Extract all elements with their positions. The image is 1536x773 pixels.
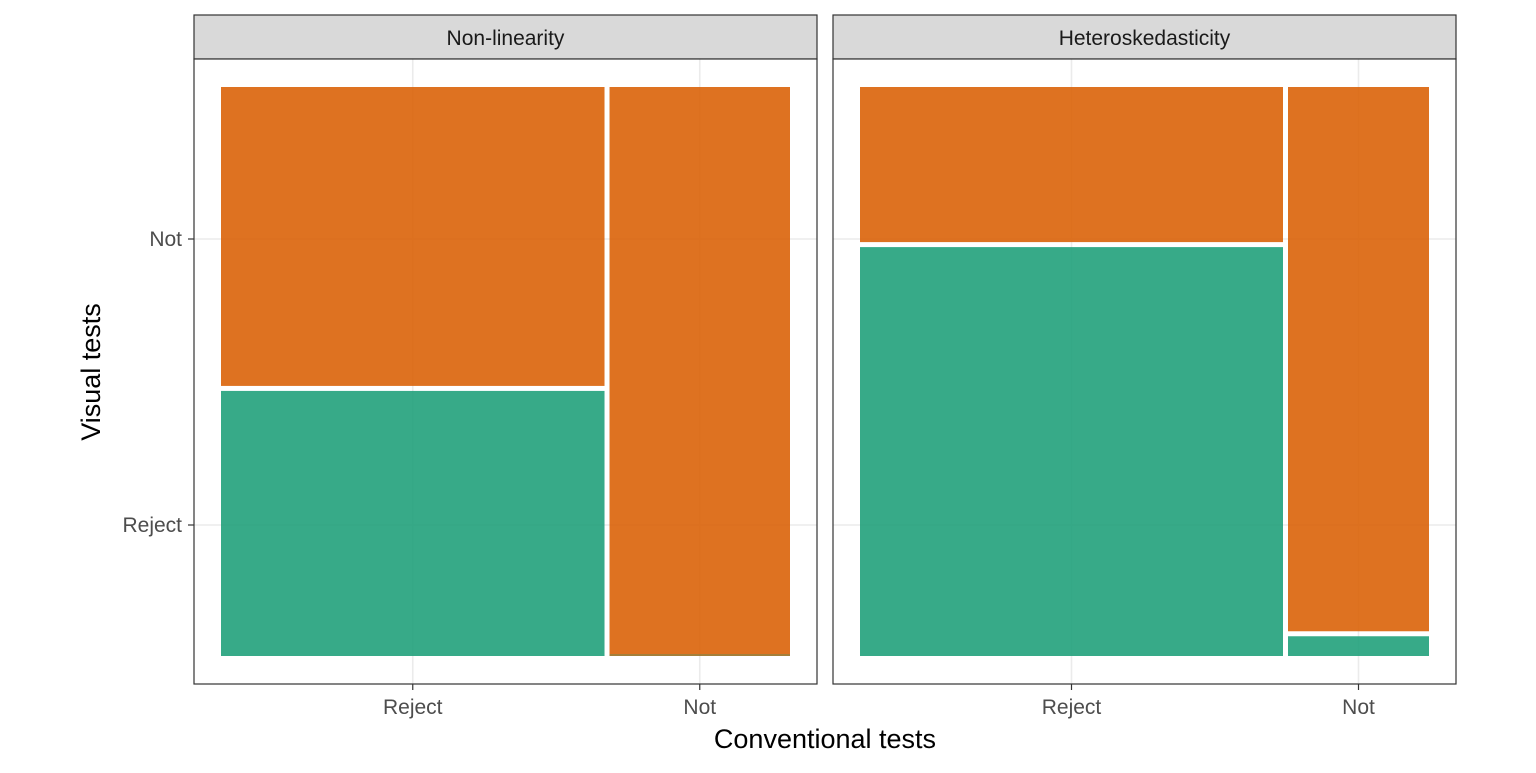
panel-title: Non-linearity xyxy=(447,27,565,50)
tile-not-not xyxy=(609,87,790,656)
panel-border xyxy=(193,58,818,685)
panel-strip xyxy=(832,14,1457,60)
tile-reject-reject xyxy=(860,247,1283,656)
x-tick-label: Not xyxy=(683,696,716,719)
panel-2: Heteroskedasticity Reject Not xyxy=(832,14,1457,719)
x-tick-label: Reject xyxy=(383,696,443,719)
x-tick-label: Reject xyxy=(1042,696,1102,719)
x-tick-label: Not xyxy=(1342,696,1375,719)
panel-1: Non-linearity Reject Not xyxy=(193,14,818,719)
panel-strip xyxy=(193,14,818,60)
panel-title: Heteroskedasticity xyxy=(1059,27,1231,50)
y-axis-title: Visual tests xyxy=(76,303,106,441)
y-tick-label: Reject xyxy=(122,514,182,537)
tile-reject-not xyxy=(221,87,605,386)
x-axis-title: Conventional tests xyxy=(714,724,936,754)
tile-not-not xyxy=(1288,87,1429,632)
tile-not-reject xyxy=(1288,636,1429,656)
tile-reject-reject xyxy=(221,390,605,656)
y-tick-label: Not xyxy=(149,228,182,251)
panel-border xyxy=(832,58,1457,685)
tile-reject-not xyxy=(860,87,1283,243)
